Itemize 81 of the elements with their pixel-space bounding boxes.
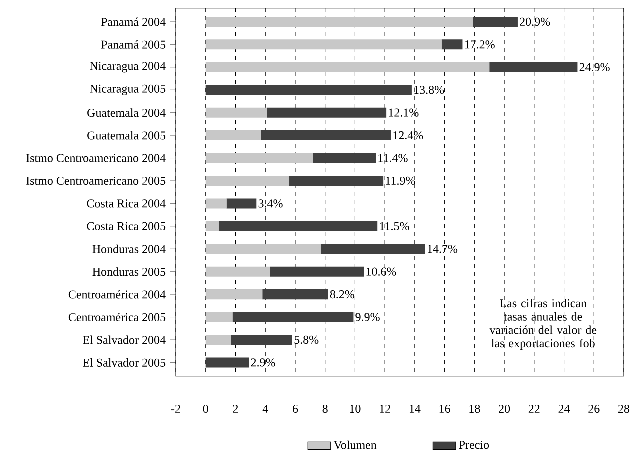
bar [262,290,328,300]
legend-label: Volumen [334,440,377,450]
total-label: 2.9% [251,358,276,367]
y-tick-label: Honduras 2004 [92,244,166,254]
y-tick-label: Honduras 2005 [92,268,166,276]
total-label: 9.9% [356,313,380,322]
bar [206,358,250,368]
y-tick-label: Guatemala 2005 [88,131,166,140]
bar [206,176,290,186]
x-tick-label: -2 [171,404,180,413]
bar [490,62,578,72]
total-label: 3.4% [258,200,283,208]
y-tick-label: Centroamérica 2004 [68,290,166,299]
total-label: 11.4% [378,154,408,162]
x-tick-label: 20 [499,404,510,414]
x-tick-label: 26 [588,404,600,414]
bar [206,130,262,141]
bar [320,244,426,254]
total-label: 12.4% [394,131,424,140]
x-tick-label: 10 [350,404,361,414]
bar [206,221,220,232]
total-label: 14.7% [428,245,458,254]
bar [261,130,392,141]
total-label: 24.9% [580,63,610,72]
total-label: 17.2% [465,40,495,49]
y-tick-label: Istmo Centroamericano 2004 [26,154,166,162]
bar [226,198,257,209]
bar [473,16,518,27]
x-tick-label: 2 [233,404,238,413]
y-tick-label: Panamá 2005 [101,40,166,49]
y-tick-label: Centroamérica 2005 [68,313,166,322]
annotation: Las cifras indican tasas anuales de variación del valor de las exportaciones fob [490,298,597,350]
bar [313,153,376,164]
total-label: 20.9% [520,18,550,26]
y-tick-label: El Salvador 2004 [83,336,166,344]
total-label: 11.9% [386,176,416,186]
total-label: 11.5% [380,222,410,230]
bar [206,290,263,300]
y-tick-label: Nicaragua 2004 [90,62,166,73]
x-tick-label: 24 [558,404,570,413]
x-tick-label: 16 [440,404,450,414]
y-tick-label: Costa Rica 2004 [87,200,166,208]
total-label: 10.6% [366,268,396,276]
x-tick-label: 0 [203,404,208,414]
bar [206,153,314,164]
bar [206,334,232,345]
x-tick-label: 22 [528,404,540,413]
total-label: 8.2% [330,290,355,299]
y-tick-label: El Salvador 2005 [83,358,166,367]
bar [270,266,364,277]
legend-label: Precio [459,441,490,450]
bar [289,176,384,186]
y-tick-label: Panamá 2004 [101,18,166,26]
x-tick-label: 6 [292,404,298,414]
x-tick-label: 14 [410,404,421,413]
bar [206,85,412,96]
bar [442,40,463,50]
x-tick-label: 12 [380,404,390,413]
x-tick-label: 4 [262,404,268,413]
total-label: 12.1% [389,108,419,117]
y-tick-label: Guatemala 2004 [88,108,166,118]
bar [206,108,268,118]
y-tick-label: Costa Rica 2005 [87,222,166,230]
bar [206,62,490,72]
bar [219,221,378,232]
bar [206,312,233,322]
bar [232,312,354,322]
bar [206,244,321,254]
bar [231,334,292,345]
total-label: 5.8% [294,336,319,344]
y-tick-label: Nicaragua 2005 [90,84,166,96]
x-tick-label: 28 [618,404,630,414]
bar [206,266,270,277]
bar [206,16,474,27]
bar [206,40,442,50]
x-tick-label: 18 [470,404,480,414]
bar [206,198,227,209]
total-label: 13.8% [414,86,444,94]
x-tick-label: 8 [322,404,328,414]
y-tick-label: Istmo Centroamericano 2005 [26,176,166,186]
bar [267,108,387,118]
